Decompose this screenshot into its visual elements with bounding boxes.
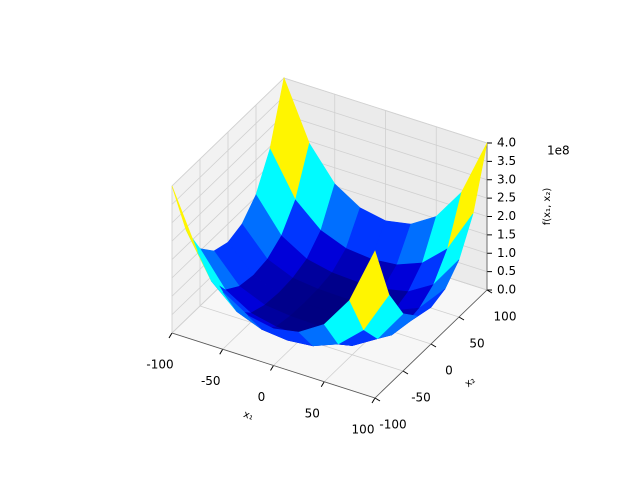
y-tick-label: 100 (494, 310, 517, 324)
x-tick (320, 381, 325, 388)
z-tick-label: 3.5 (497, 154, 516, 168)
x-tick (168, 332, 173, 339)
x-tick (371, 397, 376, 404)
z-tick-label: 3.0 (497, 172, 516, 186)
z-tick-label: 2.5 (497, 191, 516, 205)
surface-patch (349, 250, 390, 331)
y-tick (374, 397, 381, 402)
y-tick (402, 370, 409, 375)
grid-line (283, 114, 488, 181)
y-tick-label: 50 (469, 337, 484, 351)
x-tick-label: 100 (352, 423, 375, 437)
z-tick-label: 4.0 (497, 136, 516, 150)
grid-line (171, 96, 285, 205)
y-tick-label: -100 (379, 418, 406, 432)
x-tick-label: -50 (201, 374, 221, 388)
x-tick (270, 365, 274, 371)
grid-line (283, 95, 488, 162)
x-tick-label: 0 (258, 390, 266, 404)
y-tick (430, 343, 437, 348)
x-axis-label: x₁ (242, 409, 255, 423)
z-tick-label: 1.5 (497, 227, 516, 241)
z-tick-label: 0.5 (497, 264, 516, 278)
axis-line (171, 332, 376, 399)
y-tick (458, 316, 465, 321)
grid-line (283, 132, 488, 199)
z-tick-label: 1.0 (497, 246, 516, 260)
y-tick-label: -50 (411, 391, 431, 405)
grid-line (283, 77, 488, 144)
z-offset-label: 1e8 (547, 144, 570, 158)
grid-line (171, 114, 285, 224)
x-tick-label: 50 (305, 406, 320, 420)
z-tick-label: 0.0 (497, 283, 516, 297)
x-tick-label: -100 (146, 358, 173, 372)
x-tick (219, 348, 224, 355)
grid-line (171, 132, 285, 242)
z-axis-label: f(x₁, x₂) (542, 188, 553, 226)
axis-line (374, 289, 488, 399)
y-tick-label: 0 (445, 364, 453, 378)
grid-line (171, 77, 285, 187)
z-tick-label: 2.0 (497, 209, 516, 223)
